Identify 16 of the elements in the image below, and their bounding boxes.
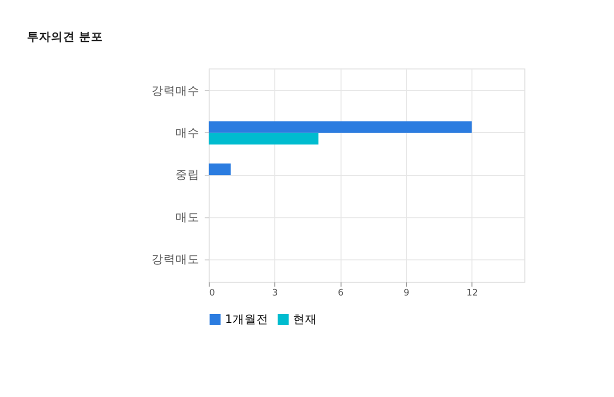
x-tick-label: 3	[272, 288, 278, 299]
y-tick-label: 매수	[175, 125, 200, 140]
bar	[208, 121, 472, 133]
x-tick-label: 12	[466, 288, 478, 299]
y-tick-label: 강력매도	[151, 252, 200, 266]
legend-label: 현재	[293, 312, 318, 326]
x-tick-label: 6	[338, 288, 344, 299]
x-tick-label: 9	[404, 288, 410, 299]
bar	[208, 132, 318, 145]
y-tick-label: 강력매수	[151, 83, 200, 98]
legend-label: 1개월전	[224, 312, 268, 326]
y-tick-label: 매도	[175, 210, 200, 224]
x-tick-label: 0	[209, 288, 216, 299]
bar	[208, 164, 231, 176]
y-tick-label: 중립	[175, 168, 200, 182]
text: 투자의견 분포	[26, 30, 103, 44]
